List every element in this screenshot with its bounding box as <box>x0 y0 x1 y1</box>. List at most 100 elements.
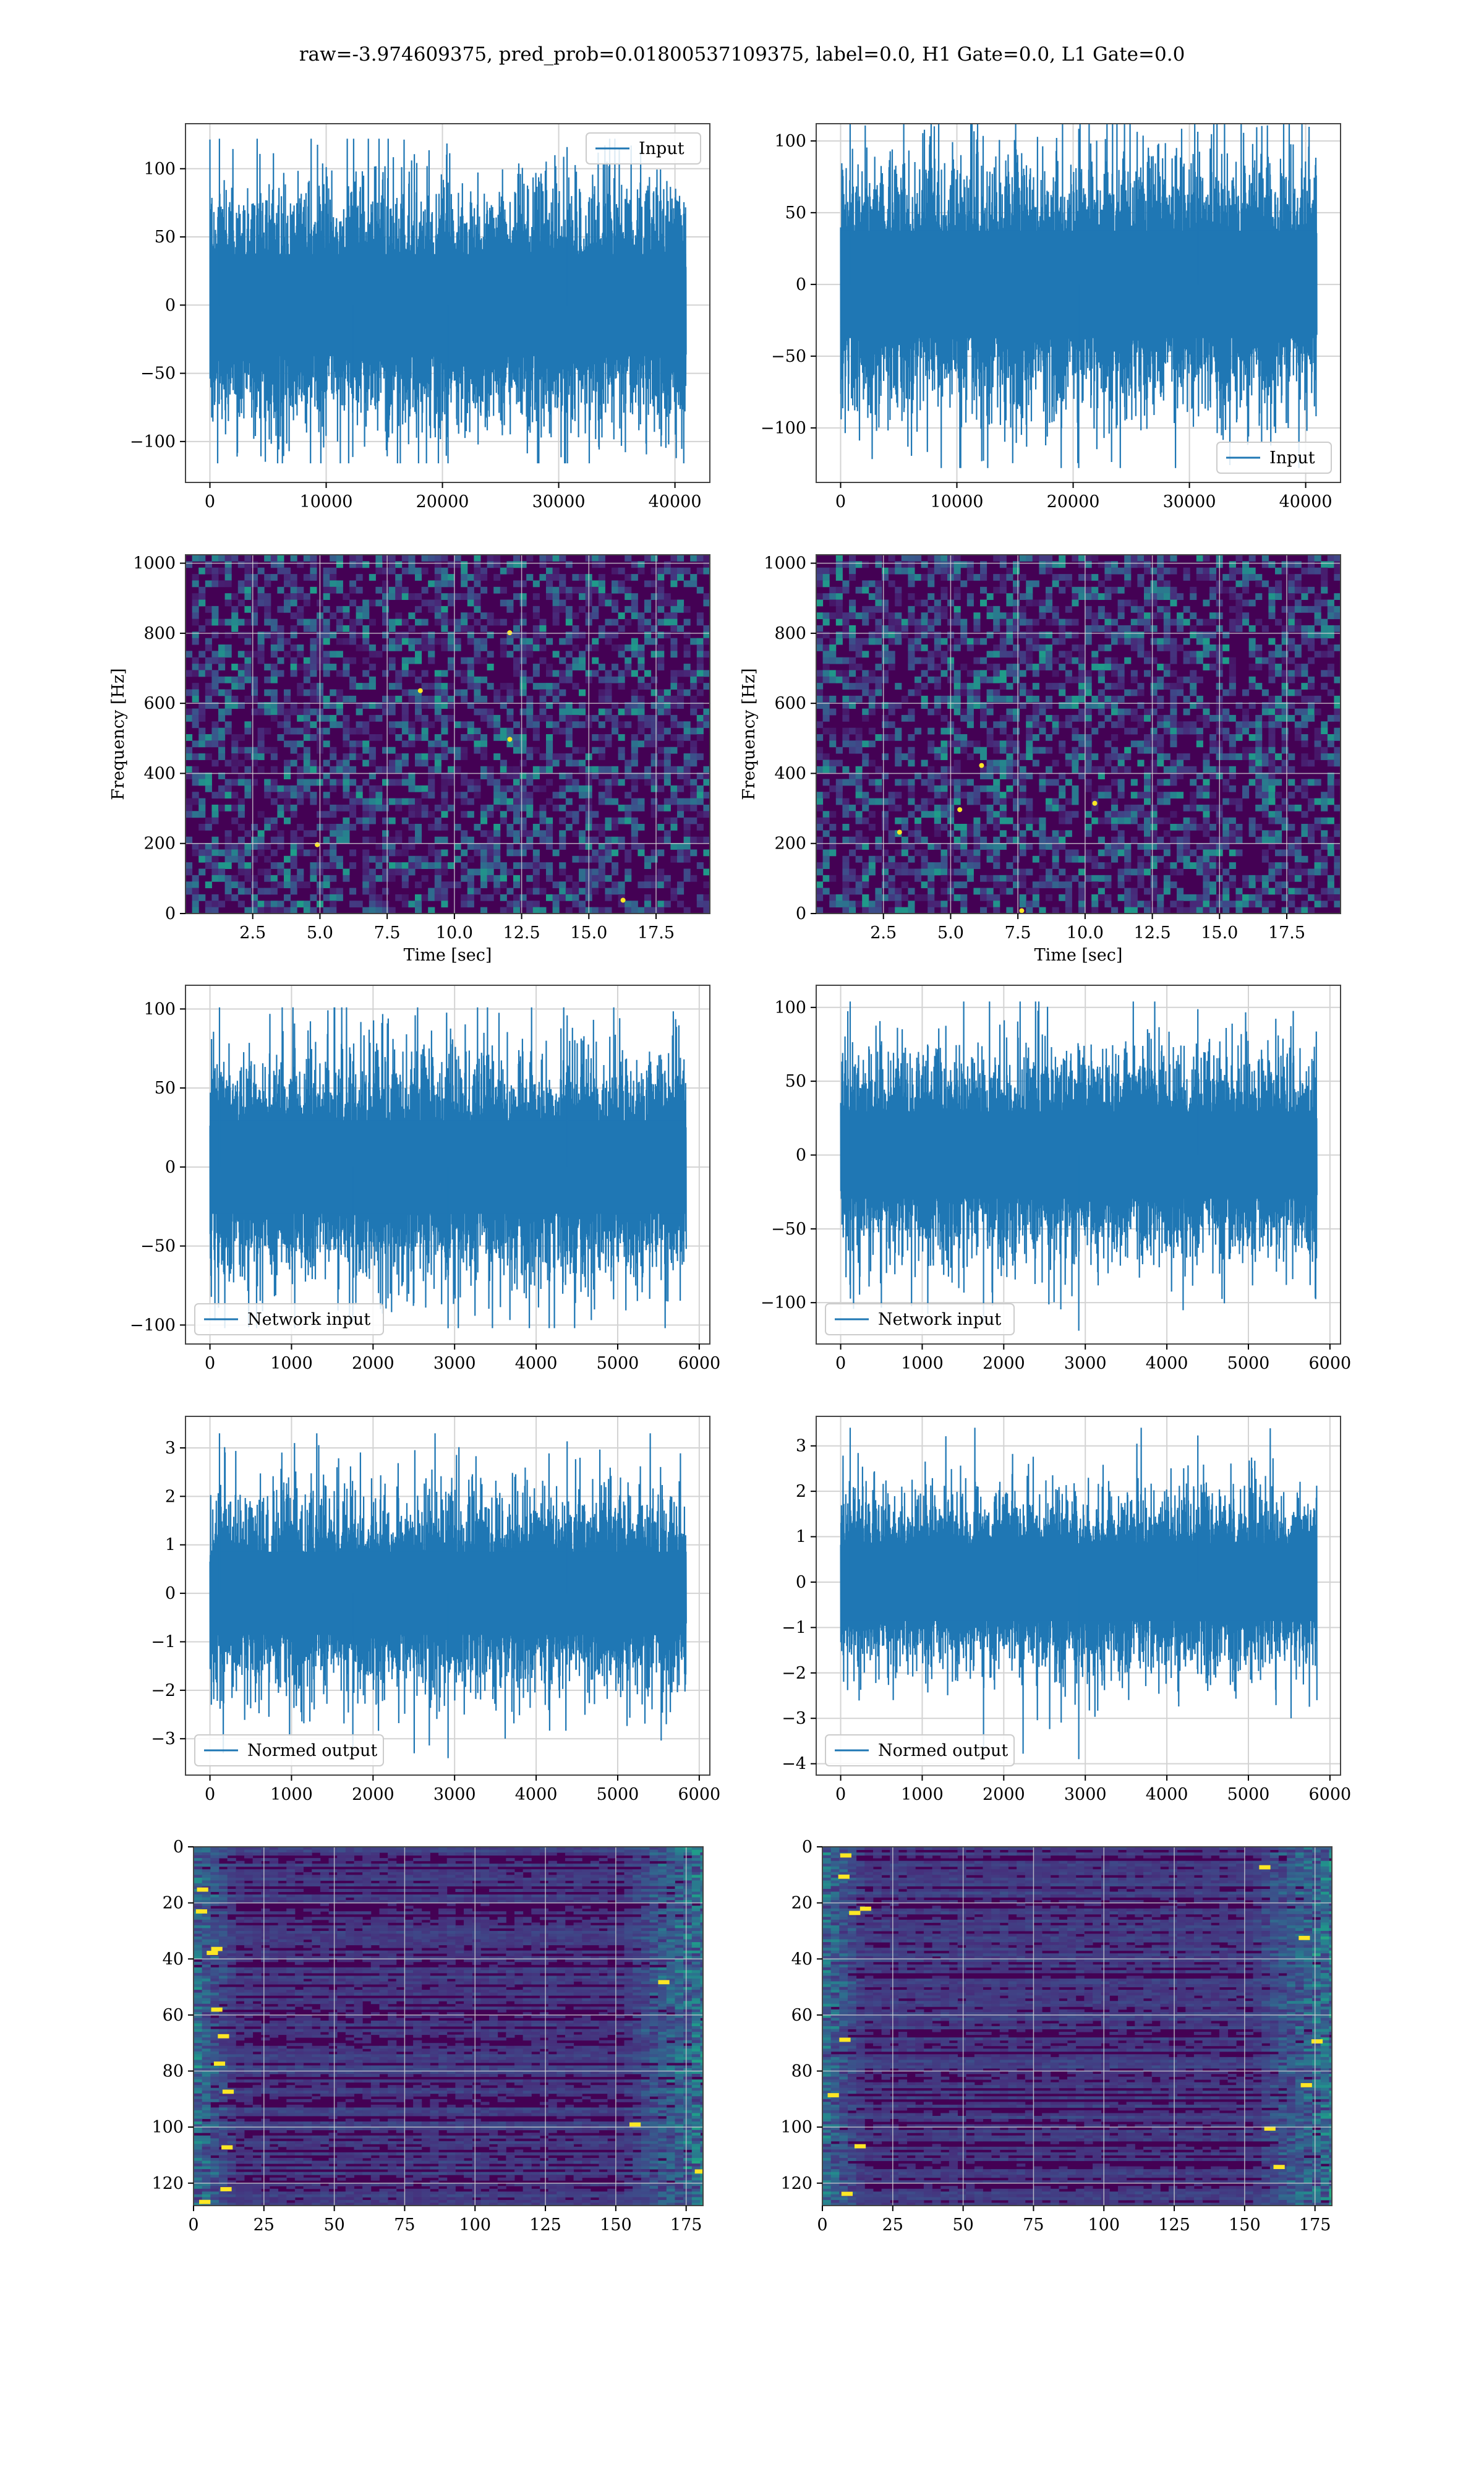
x-tick-label: 17.5 <box>638 923 675 943</box>
chart-h1-feature-map: 0 25 50 75 100 125 150 175 0 20 40 60 80 100 120 <box>151 1838 704 2235</box>
x-tick-label: 2000 <box>983 1785 1025 1804</box>
x-tick-label: 30000 <box>532 492 586 511</box>
x-tick-label: 0 <box>817 2215 827 2235</box>
y-tick-label: 1 <box>796 1528 806 1547</box>
y-tick-label: 120 <box>151 2174 184 2193</box>
axes-frame <box>193 1846 704 2206</box>
y-tick-label: −2 <box>782 1664 806 1683</box>
y-tick-label: 0 <box>165 1158 176 1177</box>
x-tick-label: 2000 <box>352 1354 394 1373</box>
y-tick-label: 20 <box>791 1894 812 1913</box>
x-tick-label: 2000 <box>352 1785 394 1804</box>
heatmap <box>816 555 1341 914</box>
x-tick-label: 6000 <box>678 1785 720 1804</box>
chart-h1-spectrogram: 2.5 5.0 7.5 10.0 12.5 15.0 17.5 0 200 400 600 800 10… <box>109 554 710 965</box>
axes-frame <box>185 123 710 483</box>
y-tick-label: 100 <box>143 999 176 1019</box>
x-tick-label: 4000 <box>515 1785 558 1804</box>
y-tick-label: 2 <box>165 1487 176 1506</box>
x-tick-label: 1000 <box>270 1354 313 1373</box>
y-tick-label: 50 <box>155 1079 176 1098</box>
legend-label: Normed output <box>878 1741 1008 1760</box>
x-tick-label: 5000 <box>597 1354 639 1373</box>
x-tick-label: 100 <box>459 2215 491 2235</box>
y-tick-label: 0 <box>796 1573 806 1592</box>
y-tick-label: −50 <box>140 364 176 383</box>
y-tick-label: 0 <box>165 296 176 315</box>
chart-h1-normed-output: Normed output 0 1000 2000 3000 4000 5000 6000 3 2… <box>151 1416 720 1804</box>
y-tick-label: −3 <box>151 1729 176 1748</box>
y-tick-label: 800 <box>143 624 176 643</box>
x-tick-label: 5.0 <box>937 923 964 943</box>
x-tick-label: 100 <box>1088 2215 1120 2235</box>
x-tick-label: 4000 <box>515 1354 558 1373</box>
x-tick-label: 0 <box>835 1785 846 1804</box>
x-tick-label: 0 <box>205 1354 215 1373</box>
axes-frame <box>816 554 1341 914</box>
y-tick-label: 600 <box>774 694 806 713</box>
x-tick-label: 15.0 <box>1201 923 1238 943</box>
y-tick-label: −1 <box>782 1618 806 1637</box>
y-tick-label: 400 <box>143 764 176 783</box>
legend: Network input <box>194 1303 384 1335</box>
grid <box>822 1847 1332 2206</box>
y-tick-label: −4 <box>782 1755 806 1774</box>
x-tick-label: 10000 <box>931 492 984 511</box>
x-tick-label: 10.0 <box>1067 923 1104 943</box>
y-tick-label: −100 <box>130 432 176 452</box>
y-axis-label: Frequency [Hz] <box>109 668 128 800</box>
y-tick-label: −50 <box>771 347 806 366</box>
axes-frame <box>822 1846 1333 2206</box>
y-tick-label: 60 <box>163 2006 184 2025</box>
y-tick-label: 20 <box>163 1894 184 1913</box>
x-tick-label: 125 <box>1158 2215 1190 2235</box>
y-tick-label: 120 <box>780 2174 812 2193</box>
x-tick-label: 6000 <box>1308 1354 1351 1373</box>
axes-frame <box>816 123 1341 483</box>
axes-frame <box>185 1416 710 1776</box>
y-tick-label: 40 <box>163 1950 184 1969</box>
x-tick-label: 2000 <box>983 1354 1025 1373</box>
y-tick-label: 100 <box>774 998 806 1017</box>
x-tick-label: 7.5 <box>374 923 401 943</box>
x-tick-label: 175 <box>1299 2215 1331 2235</box>
x-tick-label: 3000 <box>433 1785 476 1804</box>
x-tick-label: 0 <box>188 2215 198 2235</box>
legend: Input <box>1216 442 1332 474</box>
x-tick-label: 17.5 <box>1268 923 1305 943</box>
y-tick-label: 1 <box>165 1536 176 1555</box>
y-tick-label: 50 <box>785 1072 806 1091</box>
y-tick-label: 0 <box>165 904 176 923</box>
x-tick-label: 150 <box>1229 2215 1261 2235</box>
y-tick-label: 800 <box>774 624 806 643</box>
x-tick-label: 10.0 <box>436 923 473 943</box>
figure-title: raw=-3.974609375, pred_prob=0.0180053710… <box>299 43 1185 66</box>
x-tick-label: 20000 <box>416 492 469 511</box>
x-tick-label: 75 <box>394 2215 415 2235</box>
y-tick-label: −100 <box>761 419 806 438</box>
x-tick-label: 125 <box>529 2215 561 2235</box>
grid <box>186 555 710 914</box>
y-tick-label: 2 <box>796 1482 806 1501</box>
legend-label: Input <box>639 139 684 158</box>
x-tick-label: 20000 <box>1047 492 1100 511</box>
y-tick-label: 60 <box>791 2006 812 2025</box>
x-tick-label: 1000 <box>901 1354 944 1373</box>
y-tick-label: −2 <box>151 1681 176 1700</box>
y-tick-label: −100 <box>761 1293 806 1312</box>
y-axis-label: Frequency [Hz] <box>740 668 759 800</box>
heatmap <box>186 555 710 914</box>
x-tick-label: 50 <box>952 2215 973 2235</box>
x-tick-label: 150 <box>600 2215 632 2235</box>
x-tick-label: 2.5 <box>870 923 897 943</box>
x-tick-label: 5000 <box>1227 1354 1270 1373</box>
legend-label: Normed output <box>247 1741 377 1760</box>
y-tick-label: 200 <box>143 834 176 854</box>
y-tick-label: 0 <box>173 1838 184 1857</box>
x-tick-label: 5.0 <box>307 923 333 943</box>
x-tick-label: 1000 <box>270 1785 313 1804</box>
y-tick-label: 100 <box>780 2118 812 2137</box>
y-tick-label: −100 <box>130 1316 176 1335</box>
